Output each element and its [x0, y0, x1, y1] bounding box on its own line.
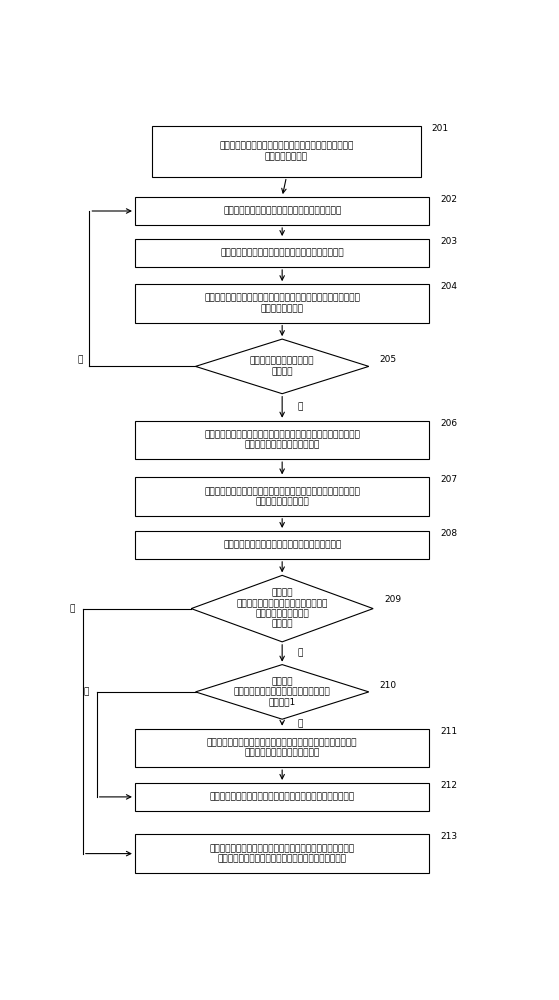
Text: 判断所述
终端设备的标签信息是否满足至少一个
所述目标待投放广告的
投放标准: 判断所述 终端设备的标签信息是否满足至少一个 所述目标待投放广告的 投放标准: [236, 588, 328, 629]
Text: 209: 209: [384, 595, 401, 604]
Text: 是: 是: [78, 355, 83, 364]
Text: 查找具有所述至少一个可共用筛选信息的待投放广告: 查找具有所述至少一个可共用筛选信息的待投放广告: [220, 248, 344, 257]
Polygon shape: [196, 339, 369, 394]
Text: 判断是否存在未被选择过的
筛选信息: 判断是否存在未被选择过的 筛选信息: [250, 357, 314, 376]
Text: 否: 否: [297, 403, 302, 412]
Text: 接收媒体平台发送的广告投放请求，所述广告投放请求包括终端设
备的标签信息和广告优先级序列: 接收媒体平台发送的广告投放请求，所述广告投放请求包括终端设 备的标签信息和广告优…: [204, 430, 360, 450]
Bar: [135, 239, 429, 267]
Text: 202: 202: [440, 195, 457, 204]
Text: 205: 205: [380, 355, 397, 364]
Bar: [135, 284, 429, 323]
Bar: [135, 421, 429, 459]
Text: 204: 204: [440, 282, 457, 291]
Text: 确定目标可共用列表中包含有两个目标待投放广告: 确定目标可共用列表中包含有两个目标待投放广告: [223, 540, 342, 549]
Text: 212: 212: [440, 781, 457, 790]
Polygon shape: [196, 665, 369, 719]
Text: 将所述具有所述至少一个可共用筛选信息的待投放广告组合，构成
对应的可共用列表: 将所述具有所述至少一个可共用筛选信息的待投放广告组合，构成 对应的可共用列表: [204, 294, 360, 313]
Text: 206: 206: [440, 419, 457, 428]
Bar: [135, 477, 429, 516]
Text: 否: 否: [83, 687, 89, 696]
Bar: [135, 729, 429, 767]
Text: 201: 201: [432, 124, 449, 133]
Text: 211: 211: [440, 727, 457, 736]
Text: 确定所述终端设备的标签信息不满足所有待投放广告的投放标
准，并将未被投放广告的终端设备信息返回给媒体平台: 确定所述终端设备的标签信息不满足所有待投放广告的投放标 准，并将未被投放广告的终…: [210, 844, 355, 863]
Text: 在至少一个所述可共用列表中，查找与所述终端设备的标签信息相
匹配的目标可共用列表: 在至少一个所述可共用列表中，查找与所述终端设备的标签信息相 匹配的目标可共用列表: [204, 487, 360, 506]
Polygon shape: [191, 575, 373, 642]
Text: 207: 207: [440, 475, 457, 484]
Text: 在各个筛选信息中，选定至少一个可共用筛选信息: 在各个筛选信息中，选定至少一个可共用筛选信息: [223, 207, 342, 216]
Text: 203: 203: [440, 237, 457, 246]
Text: 208: 208: [440, 529, 457, 538]
Bar: [152, 126, 421, 177]
Text: 213: 213: [440, 832, 457, 841]
Text: 是: 是: [297, 649, 302, 658]
Text: 否: 否: [70, 604, 75, 613]
Text: 根据所述广告优先级序列，在所述标签信息满足的目标待投放广
告中，选择一个目标待投放广告: 根据所述广告优先级序列，在所述标签信息满足的目标待投放广 告中，选择一个目标待投…: [207, 738, 357, 758]
Bar: [135, 531, 429, 559]
Text: 判断所述
标签信息满足的目标待投放广告的总个数
是否大于1: 判断所述 标签信息满足的目标待投放广告的总个数 是否大于1: [234, 677, 330, 707]
Text: 确定至少两个待投放广告，以及每一个待投放广告对应的
至少一个筛选信息: 确定至少两个待投放广告，以及每一个待投放广告对应的 至少一个筛选信息: [219, 142, 354, 161]
Text: 是: 是: [297, 719, 302, 728]
Text: 通过所述媒体平台在所述终端设备上展示所述目标待投放广告: 通过所述媒体平台在所述终端设备上展示所述目标待投放广告: [210, 792, 355, 801]
Text: 210: 210: [380, 681, 397, 690]
Bar: [135, 197, 429, 225]
Bar: [135, 834, 429, 873]
Bar: [135, 783, 429, 811]
